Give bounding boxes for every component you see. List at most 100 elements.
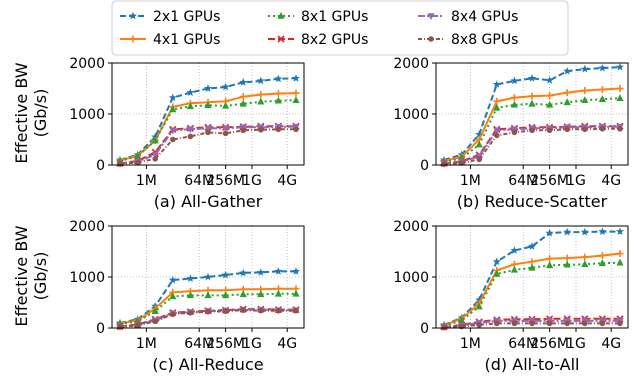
data-point xyxy=(204,125,212,133)
legend-label: 8x4 GPUs xyxy=(451,9,518,25)
data-point xyxy=(529,127,535,134)
data-point xyxy=(187,133,194,140)
x-tick-label: 4G xyxy=(601,173,621,189)
data-point xyxy=(598,259,606,267)
x-tick-label: 64M xyxy=(184,173,214,189)
data-point xyxy=(274,267,283,275)
ylabel-bottom-line2: (Gb/s) xyxy=(31,252,50,301)
x-tick-label: 64M xyxy=(508,173,538,189)
data-point xyxy=(274,90,282,98)
data-point xyxy=(598,252,606,260)
legend-item: 2x1 GPUs xyxy=(120,9,220,25)
ylabel-bottom-line1: Effective BW xyxy=(12,225,31,326)
data-point xyxy=(274,289,282,297)
x-tick-label: 256M xyxy=(206,173,245,189)
data-point xyxy=(563,227,572,236)
legend: 2x1 GPUs 4x1 GPUs 8x1 GPUs 8x2 GPUs 8x4 GPUs… xyxy=(111,0,569,56)
data-point xyxy=(494,132,500,139)
data-point xyxy=(475,295,484,304)
data-point xyxy=(475,302,483,310)
data-point xyxy=(239,268,248,277)
data-point xyxy=(616,258,624,266)
data-point xyxy=(258,127,264,133)
data-point xyxy=(293,307,299,314)
data-point xyxy=(617,320,623,327)
data-point xyxy=(581,253,589,261)
legend-item: 8x4 GPUs xyxy=(418,9,518,25)
data-point xyxy=(528,74,536,82)
data-point xyxy=(546,255,554,263)
subplot-title: (a) All-Gather xyxy=(154,192,263,211)
legend-marker xyxy=(277,12,285,19)
data-point xyxy=(187,309,194,316)
data-point xyxy=(293,126,299,133)
data-point xyxy=(476,322,483,328)
data-point xyxy=(475,140,483,148)
legend-marker xyxy=(277,35,285,43)
data-point xyxy=(186,102,194,110)
data-point xyxy=(292,267,300,275)
legend-label: 4x1 GPUs xyxy=(153,32,220,48)
x-tick-label: 64M xyxy=(508,336,538,352)
ylabel-top-line2: (Gb/s) xyxy=(31,89,50,138)
data-point xyxy=(581,96,589,104)
data-point xyxy=(458,160,465,166)
data-point xyxy=(275,126,282,133)
data-point xyxy=(493,97,501,105)
data-point xyxy=(582,320,588,327)
data-point xyxy=(458,316,466,324)
series xyxy=(440,250,624,329)
y-tick-label: 0 xyxy=(420,321,429,337)
data-point xyxy=(581,260,589,268)
data-point xyxy=(134,159,141,166)
data-point xyxy=(617,125,623,132)
data-point xyxy=(581,87,589,95)
y-tick-label: 1000 xyxy=(393,270,429,286)
data-point xyxy=(239,290,247,298)
y-tick-label: 2000 xyxy=(69,56,105,72)
data-point xyxy=(528,242,536,250)
data-point xyxy=(205,129,211,136)
data-point xyxy=(475,130,484,138)
subplot-title: (d) All-to-All xyxy=(485,355,580,374)
legend-item: 8x2 GPUs xyxy=(268,32,368,48)
data-point xyxy=(274,96,282,104)
data-point xyxy=(546,320,553,327)
data-point xyxy=(580,64,589,73)
data-point xyxy=(598,63,607,72)
data-point xyxy=(221,270,230,279)
data-point xyxy=(292,89,300,97)
legend-item: 4x1 GPUs xyxy=(120,32,220,48)
series-line xyxy=(119,99,297,162)
data-point xyxy=(494,320,500,327)
y-tick-label: 0 xyxy=(420,158,429,174)
data-point xyxy=(239,93,247,101)
series xyxy=(440,62,624,164)
x-tick-label: 1M xyxy=(460,336,481,352)
data-point xyxy=(170,136,176,143)
legend-label: 8x1 GPUs xyxy=(301,9,368,25)
data-point xyxy=(152,318,158,325)
data-point xyxy=(169,292,177,300)
data-point xyxy=(616,85,624,92)
legend-marker xyxy=(129,35,137,43)
data-point xyxy=(528,263,536,271)
data-point xyxy=(256,76,265,85)
data-point xyxy=(546,127,553,134)
data-point xyxy=(222,125,230,133)
data-point xyxy=(186,126,194,134)
legend-label: 2x1 GPUs xyxy=(153,9,220,25)
x-tick-label: 1G xyxy=(242,336,262,352)
data-point xyxy=(257,97,265,105)
data-point xyxy=(257,91,265,99)
data-point xyxy=(274,74,283,83)
data-point xyxy=(546,261,554,269)
data-point xyxy=(598,227,607,236)
data-point xyxy=(222,130,229,137)
data-point xyxy=(292,74,300,82)
y-tick-label: 2000 xyxy=(393,219,429,235)
y-tick-label: 0 xyxy=(96,321,105,337)
